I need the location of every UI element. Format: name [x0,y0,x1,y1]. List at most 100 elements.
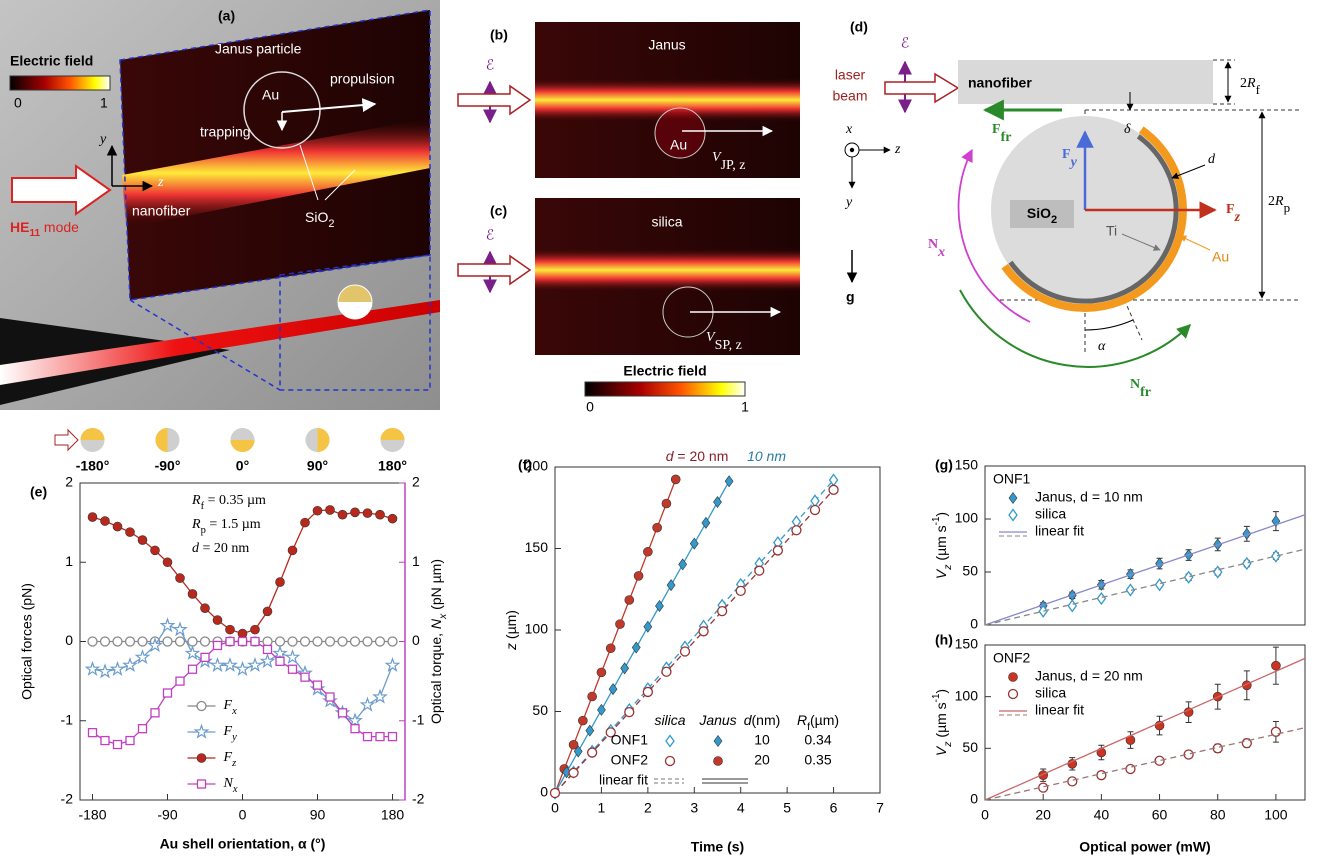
label-fiber: nanofiber [968,75,1032,91]
text-part: Janus [698,712,736,728]
marker [226,638,234,646]
marker [249,659,261,671]
text-part: R [191,517,201,532]
marker [1009,673,1018,682]
label-fiber: nanofiber [132,203,191,219]
marker [811,506,820,515]
text-part: SiO [1027,205,1051,221]
text-part: F [1062,147,1071,162]
y-axis-label: z (µm) [503,610,519,651]
legend-label: Janus, d = 10 nm [1035,489,1143,505]
marker [351,637,360,646]
panel-title: silica [651,214,682,230]
marker [276,657,284,665]
orientation-shell [381,428,405,440]
panel-label: (a) [218,8,235,24]
marker [276,578,285,587]
marker [386,659,398,671]
y-tick-label: 0 [65,632,73,648]
marker [264,645,272,653]
alpha-arc [1085,320,1133,330]
input-arrow [458,86,530,114]
marker [126,737,134,745]
axis-label: y [844,195,853,210]
marker [176,677,184,685]
panel-label: (h) [935,632,953,648]
marker [643,687,652,696]
text-part: (nm) [752,712,781,728]
orientation-label: 180° [378,458,407,474]
marker [201,604,210,613]
marker [326,637,335,646]
marker [829,485,838,494]
text-part: N [223,776,234,791]
text-part: 11 [29,228,40,239]
marker [1156,579,1164,590]
text-part: F [1226,202,1235,217]
field-symbol: ℰ [486,227,494,243]
marker [276,637,285,646]
text-part: 2 [1268,194,1275,209]
text-part: N [928,237,938,252]
marker [792,526,801,535]
text-part: SiO [305,209,328,225]
x-tick-label: 4 [737,800,745,816]
marker [89,729,97,737]
marker [174,623,186,635]
axis-label: z [157,175,164,190]
table-cell: 20 [754,752,770,768]
annotation: Rp = 1.5 µm [191,517,261,536]
label-propulsion: propulsion [330,71,395,87]
marker [138,637,147,646]
marker [301,673,309,681]
legend-label: Janus, d = 20 nm [1035,668,1143,684]
marker [151,709,159,717]
text-part: = 20 nm [199,541,249,556]
orientation-shell [81,428,105,440]
label-gravity: g [846,289,855,305]
annotation: 10 nm [747,448,786,464]
marker [326,693,334,701]
table-header: Rf(µm) [797,712,839,733]
panel-label: (b) [490,27,508,43]
marker [188,589,197,598]
colorbar-tick: 0 [586,399,594,415]
marker [88,637,97,646]
x-tick-label: 0 [239,807,247,823]
marker [699,627,708,636]
y-tick-label: 100 [525,621,549,637]
marker [201,653,209,661]
marker [606,644,615,653]
marker [578,716,587,725]
text-part: ) [933,689,949,694]
marker [1068,777,1077,786]
marker [214,641,222,649]
marker [226,625,235,634]
marker [1068,600,1076,611]
text-part: (µm) [503,610,519,643]
marker [1009,493,1017,504]
panel-label: (d) [850,19,868,35]
panel-label: (g) [935,457,953,473]
y-tick-label: 200 [525,458,549,474]
y-tick-label: 150 [955,457,979,473]
label-particle: Janus particle [215,41,302,57]
marker [86,663,98,675]
marker [551,789,560,798]
marker [351,725,359,733]
y-tick-label: -1 [61,711,74,727]
text-part: R [191,493,201,508]
marker [1214,567,1222,578]
label-friction: Ffr [992,122,1011,145]
au-arrow [1180,236,1210,250]
x-tick-label: 90 [310,807,326,823]
x-tick-label: 7 [876,800,884,816]
marker [176,574,185,583]
legend-label: Nx [223,776,238,795]
text-part: x [231,706,237,717]
x-tick-label: 2 [644,800,652,816]
marker [263,637,272,646]
marker [388,514,397,523]
field-symbol: ℰ [486,57,494,73]
y2-tick-label: 0 [412,632,420,648]
